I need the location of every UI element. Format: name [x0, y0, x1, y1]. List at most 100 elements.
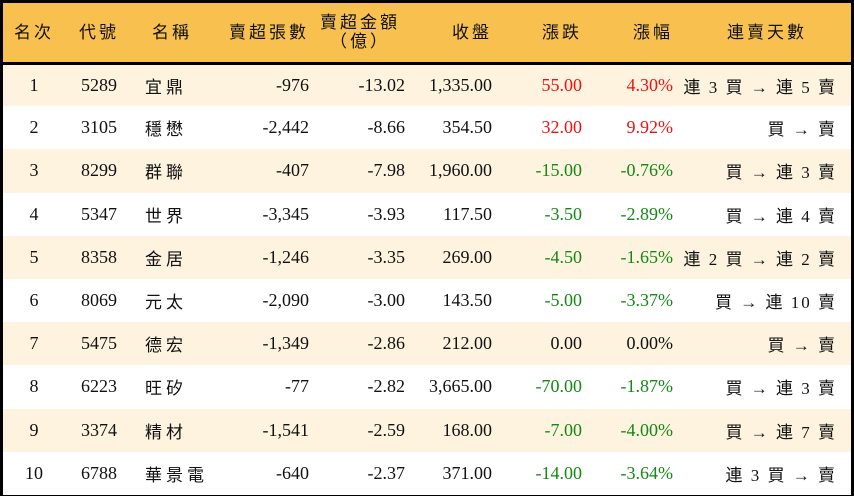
net-sell-lots-cell: -976	[276, 74, 309, 95]
header-rank: 名次	[14, 22, 54, 42]
code-cell: 5475	[81, 333, 117, 354]
header-close: 收盤	[452, 22, 492, 42]
change-pct-cell: 0.00%	[626, 333, 674, 354]
header-streak: 連賣天數	[727, 22, 807, 42]
name-cell: 宜鼎	[145, 77, 187, 97]
change-cell: -70.00	[535, 376, 583, 397]
streak-cell: 買 → 連 3 賣	[725, 379, 837, 399]
name-cell: 金居	[145, 249, 187, 269]
net-sell-amount-cell: -2.86	[367, 333, 406, 354]
code-cell: 8358	[81, 246, 117, 267]
table-row: 8 6223 旺矽 -77 -2.82 3,665.00 -70.00 -1.8…	[3, 365, 851, 409]
code-cell: 6788	[81, 462, 117, 483]
change-pct-cell: -0.76%	[620, 160, 674, 181]
name-cell: 德宏	[145, 336, 187, 356]
net-sell-amount-cell: -2.82	[367, 376, 406, 397]
table-row: 10 6788 華景電 -640 -2.37 371.00 -14.00 -3.…	[3, 451, 851, 495]
code-cell: 3374	[81, 419, 117, 440]
table-row: 9 3374 精材 -1,541 -2.59 168.00 -7.00 -4.0…	[3, 408, 851, 452]
change-cell: -15.00	[535, 160, 583, 181]
net-sell-ranking-table: 名次 代號 名稱 賣超張數 賣超金額 （億） 收盤 漲跌 漲幅 連賣天數 1 5…	[3, 3, 851, 495]
change-pct-cell: 4.30%	[626, 74, 674, 95]
close-cell: 212.00	[442, 333, 493, 354]
table-row: 3 8299 群聯 -407 -7.98 1,960.00 -15.00 -0.…	[3, 149, 851, 193]
close-cell: 168.00	[442, 419, 493, 440]
net-sell-lots-cell: -77	[285, 376, 309, 397]
header-name: 名稱	[152, 22, 192, 42]
net-sell-amount-cell: -3.35	[367, 246, 406, 267]
name-cell: 穩懋	[145, 120, 187, 140]
streak-cell: 連 3 買 → 賣	[725, 465, 837, 485]
close-cell: 269.00	[442, 246, 493, 267]
net-sell-lots-cell: -2,090	[262, 290, 310, 311]
close-cell: 1,960.00	[429, 160, 492, 181]
rank-cell: 3	[29, 160, 39, 181]
code-cell: 6223	[81, 376, 117, 397]
header-code: 代號	[79, 22, 119, 42]
close-cell: 371.00	[442, 462, 493, 483]
header-change: 漲跌	[542, 22, 582, 42]
change-pct-cell: 9.92%	[626, 117, 674, 138]
streak-cell: 買 → 連 10 賣	[715, 293, 837, 313]
net-sell-amount-cell: -2.37	[367, 462, 406, 483]
net-sell-lots-cell: -407	[276, 160, 309, 181]
close-cell: 117.50	[443, 203, 492, 224]
change-cell: -5.00	[544, 290, 583, 311]
header-change-pct: 漲幅	[633, 22, 673, 42]
code-cell: 8069	[81, 290, 117, 311]
table-row: 4 5347 世界 -3,345 -3.93 117.50 -3.50 -2.8…	[3, 192, 851, 236]
code-cell: 5347	[81, 203, 117, 224]
change-cell: 0.00	[550, 333, 583, 354]
net-sell-lots-cell: -1,246	[262, 246, 310, 267]
net-sell-amount-cell: -3.00	[367, 290, 406, 311]
net-sell-amount-cell: -2.59	[367, 419, 406, 440]
header-net-sell-amount: 賣超金額 （億）	[309, 3, 411, 63]
change-cell: 32.00	[541, 117, 583, 138]
table-row: 2 3105 穩懋 -2,442 -8.66 354.50 32.00 9.92…	[3, 106, 851, 150]
name-cell: 華景電	[145, 465, 208, 485]
code-cell: 3105	[81, 117, 117, 138]
table-body: 1 5289 宜鼎 -976 -13.02 1,335.00 55.00 4.3…	[3, 63, 851, 495]
net-sell-amount-cell: -7.98	[367, 160, 406, 181]
close-cell: 1,335.00	[429, 74, 492, 95]
rank-cell: 10	[25, 462, 43, 483]
code-cell: 5289	[81, 74, 117, 95]
change-pct-cell: -2.89%	[620, 203, 674, 224]
name-cell: 群聯	[145, 163, 187, 183]
net-sell-amount-cell: -3.93	[367, 203, 406, 224]
streak-cell: 買 → 賣	[767, 336, 837, 356]
rank-cell: 8	[29, 376, 39, 397]
header-net-sell-amount-line2: （億）	[330, 32, 390, 52]
close-cell: 3,665.00	[429, 376, 492, 397]
header-net-sell-lots: 賣超張數	[229, 22, 309, 42]
streak-cell: 買 → 連 4 賣	[725, 206, 837, 226]
net-sell-lots-cell: -640	[276, 462, 309, 483]
rank-cell: 1	[29, 74, 39, 95]
net-sell-lots-cell: -3,345	[262, 203, 310, 224]
streak-cell: 買 → 賣	[767, 120, 837, 140]
change-pct-cell: -3.37%	[620, 290, 674, 311]
rank-cell: 5	[29, 246, 39, 267]
change-pct-cell: -4.00%	[620, 419, 674, 440]
table-row: 7 5475 德宏 -1,349 -2.86 212.00 0.00 0.00%…	[3, 322, 851, 366]
rank-cell: 4	[29, 203, 39, 224]
name-cell: 元太	[145, 293, 187, 313]
net-sell-lots-cell: -1,349	[262, 333, 310, 354]
change-pct-cell: -1.65%	[620, 246, 674, 267]
change-cell: -14.00	[535, 462, 583, 483]
rank-cell: 9	[29, 419, 39, 440]
change-cell: -7.00	[544, 419, 583, 440]
net-sell-lots-cell: -2,442	[262, 117, 310, 138]
rank-cell: 2	[29, 117, 39, 138]
streak-cell: 連 2 買 → 連 2 賣	[683, 249, 837, 269]
net-sell-lots-cell: -1,541	[262, 419, 310, 440]
rank-cell: 7	[29, 333, 39, 354]
net-sell-amount-cell: -8.66	[367, 117, 406, 138]
table-row: 1 5289 宜鼎 -976 -13.02 1,335.00 55.00 4.3…	[3, 63, 851, 107]
net-sell-amount-cell: -13.02	[358, 74, 406, 95]
name-cell: 精材	[145, 422, 187, 442]
change-cell: -4.50	[544, 246, 583, 267]
header-net-sell-amount-line1: 賣超金額	[320, 13, 400, 33]
name-cell: 世界	[145, 206, 187, 226]
